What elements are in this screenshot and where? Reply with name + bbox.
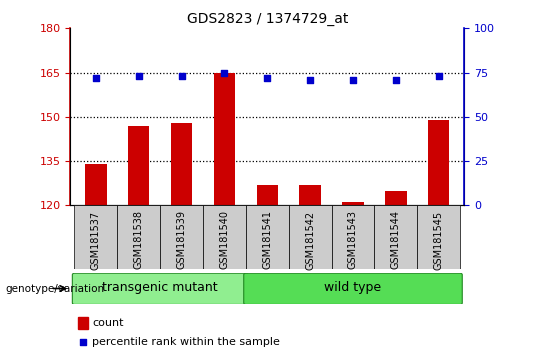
Point: [220, 70, 229, 75]
Bar: [342, 202, 364, 205]
Bar: [289, 205, 332, 269]
Text: GSM181545: GSM181545: [434, 210, 444, 269]
Text: GSM181544: GSM181544: [391, 210, 401, 269]
Bar: [171, 123, 192, 205]
Bar: [75, 205, 117, 269]
Point: [434, 73, 443, 79]
Bar: [256, 185, 278, 205]
FancyBboxPatch shape: [72, 273, 248, 304]
Text: GSM181542: GSM181542: [305, 210, 315, 269]
Text: GSM181538: GSM181538: [134, 210, 144, 269]
Title: GDS2823 / 1374729_at: GDS2823 / 1374729_at: [187, 12, 348, 26]
Text: genotype/variation: genotype/variation: [5, 284, 105, 293]
Text: transgenic mutant: transgenic mutant: [103, 281, 218, 295]
Text: wild type: wild type: [325, 281, 382, 295]
Point: [79, 339, 87, 345]
Bar: [246, 205, 289, 269]
Point: [392, 77, 400, 82]
Point: [92, 75, 100, 81]
Text: GSM181540: GSM181540: [219, 210, 230, 269]
Text: count: count: [92, 318, 123, 328]
Bar: [385, 190, 407, 205]
Bar: [128, 126, 150, 205]
Bar: [332, 205, 374, 269]
Bar: [78, 317, 88, 329]
Text: percentile rank within the sample: percentile rank within the sample: [92, 337, 280, 347]
FancyBboxPatch shape: [244, 273, 462, 304]
Bar: [117, 205, 160, 269]
Bar: [417, 205, 460, 269]
Text: GSM181543: GSM181543: [348, 210, 358, 269]
Bar: [428, 120, 449, 205]
Point: [306, 77, 314, 82]
Point: [177, 73, 186, 79]
Text: GSM181541: GSM181541: [262, 210, 272, 269]
Point: [263, 75, 272, 81]
Bar: [374, 205, 417, 269]
Text: GSM181537: GSM181537: [91, 210, 101, 269]
Bar: [214, 73, 235, 205]
Point: [349, 77, 357, 82]
Bar: [203, 205, 246, 269]
Bar: [160, 205, 203, 269]
Text: GSM181539: GSM181539: [177, 210, 187, 269]
Bar: [85, 164, 106, 205]
Bar: [300, 185, 321, 205]
Point: [134, 73, 143, 79]
